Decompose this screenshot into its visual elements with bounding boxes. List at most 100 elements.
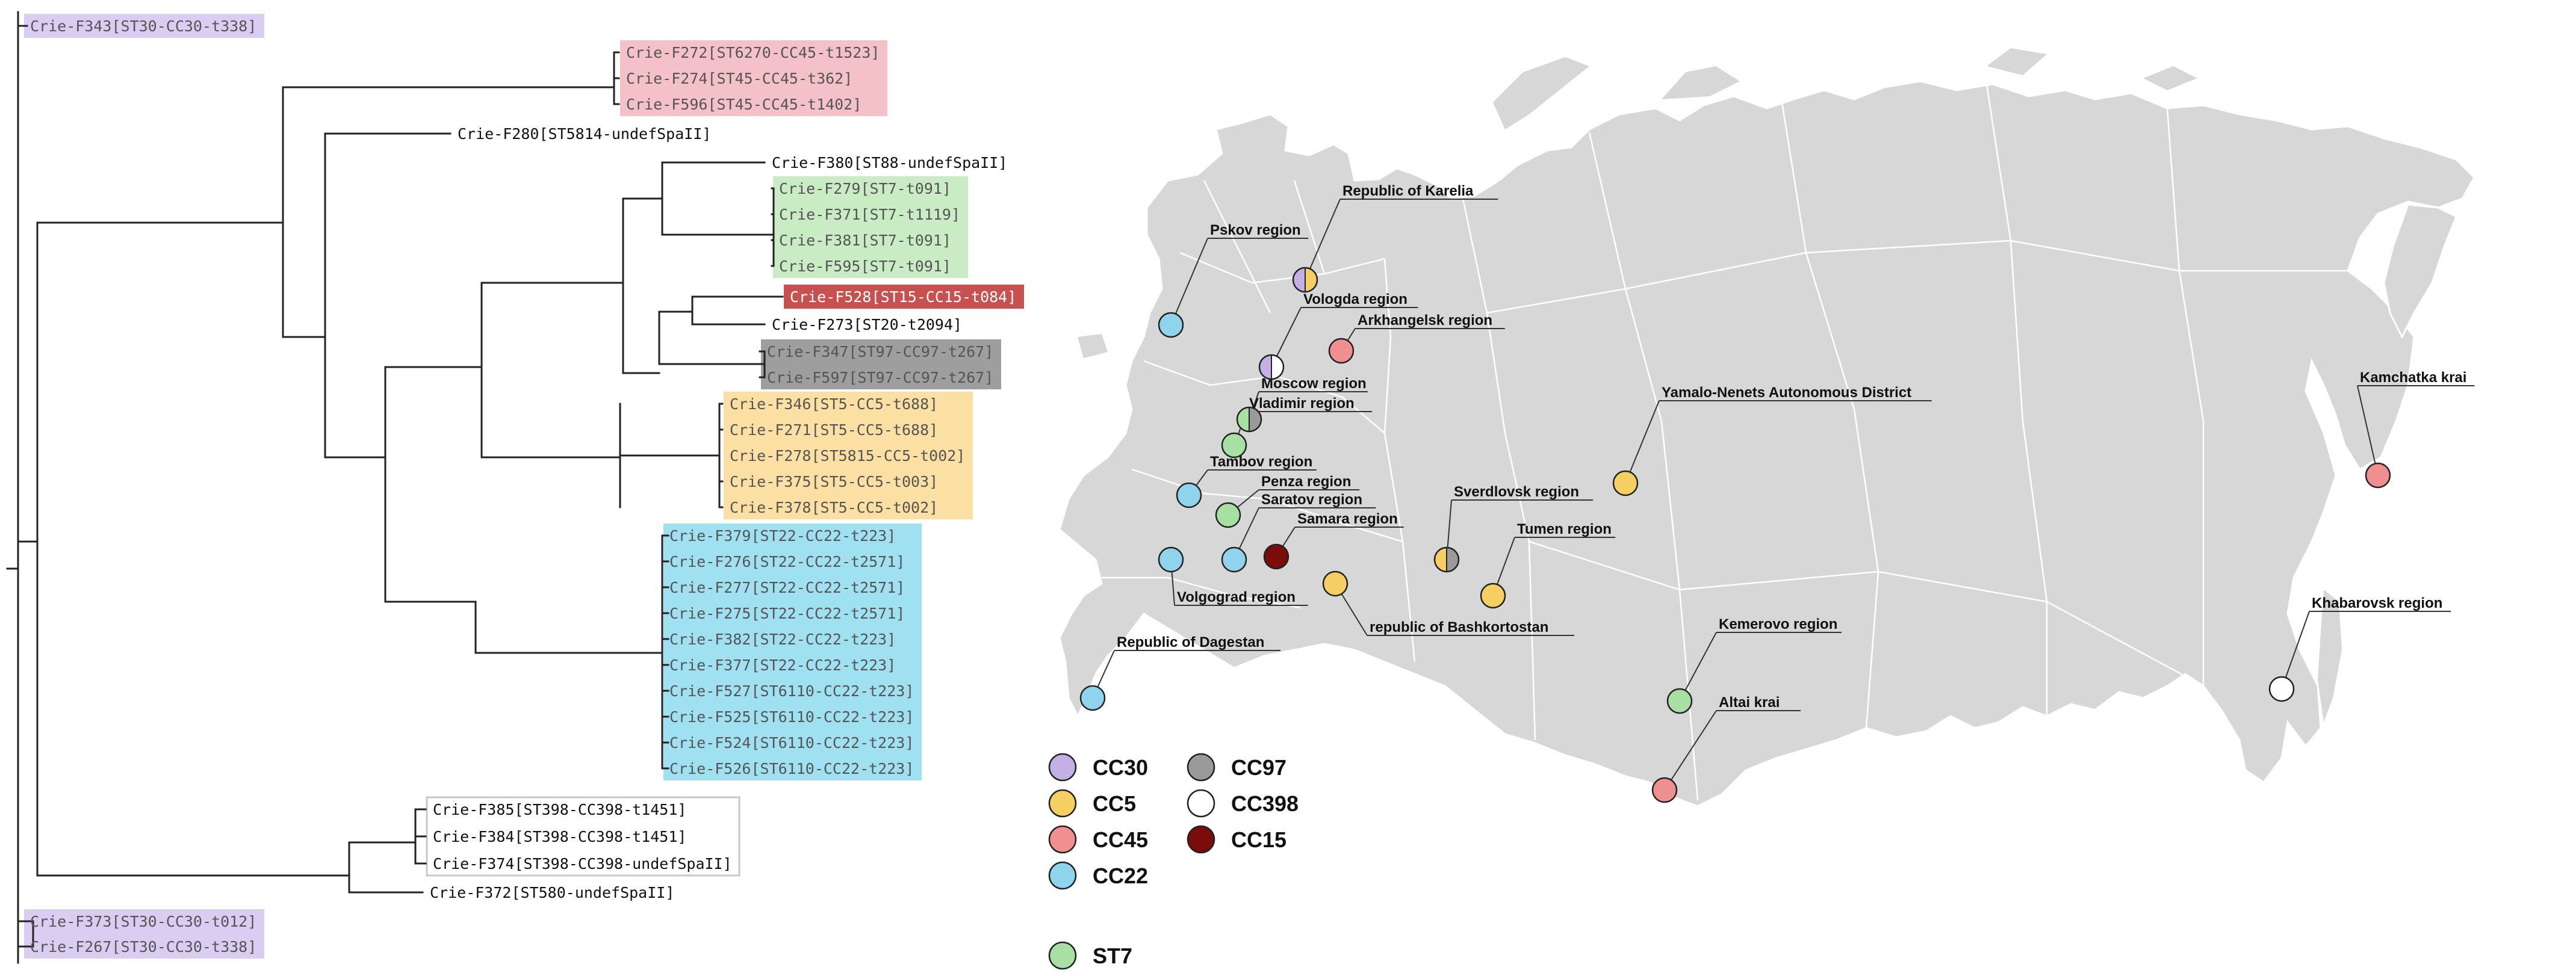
region-label-altai: Altai krai (1719, 694, 1780, 711)
region-marker-vladimir (1221, 432, 1247, 459)
tree-tip-label: Crie-F385[ST398-CC398-t1451] (433, 801, 686, 818)
tree-tip-label: Crie-F272[ST6270-CC45-t1523] (626, 44, 880, 61)
region-marker-vologda (1258, 354, 1285, 380)
kamchatka-landmass (2383, 203, 2457, 339)
region-borders (1102, 84, 2348, 801)
tree-tip-label: Crie-F596[ST45-CC45-t1402] (626, 96, 861, 113)
map-region-labels: Pskov region Republic of Karelia Vologda r… (1117, 183, 2466, 711)
tree-tip-label: Crie-F597[ST97-CC97-t267] (767, 369, 993, 386)
region-label-vologda: Vologda region (1303, 291, 1407, 307)
region-marker-penza (1215, 502, 1241, 528)
region-marker-altai (1651, 777, 1678, 803)
legend: CC30 CC5 CC45 CC22 CC97 CC398 CC15 ST7 (1048, 753, 1299, 970)
region-label-tambov: Tambov region (1210, 454, 1312, 470)
tree-tip-label: Crie-F378[ST5-CC5-t002] (730, 499, 938, 516)
region-label-kemerovo: Kemerovo region (1719, 616, 1837, 632)
region-label-kamchatka: Kamchatka krai (2360, 369, 2466, 386)
tree-tip-label: Crie-F372[ST580-undefSpaII] (430, 884, 674, 901)
tree-tip-label: Crie-F375[ST5-CC5-t003] (730, 473, 938, 490)
region-marker-karelia (1292, 267, 1318, 293)
tree-tip-label: Crie-F526[ST6110-CC22-t223] (669, 760, 914, 777)
tree-tip-label: Crie-F524[ST6110-CC22-t223] (669, 734, 914, 752)
tree-tip-label: Crie-F373[ST30-CC30-t012] (30, 913, 256, 930)
legend-swatch-cc45 (1048, 825, 1077, 854)
legend-swatch-cc22 (1048, 861, 1077, 890)
region-marker-yamalo (1612, 470, 1639, 496)
legend-label-cc5: CC5 (1093, 791, 1136, 816)
clade-highlight-boxes (24, 14, 1024, 959)
clade-box (773, 176, 968, 278)
region-marker-bashkortostan (1322, 570, 1349, 597)
region-marker-kemerovo (1666, 688, 1693, 714)
tree-tip-label: Crie-F528[ST15-CC15-t084] (790, 288, 1016, 306)
legend-swatch-cc398 (1187, 789, 1215, 818)
kaliningrad-landmass (1078, 334, 1108, 358)
russia-map: Pskov region Republic of Karelia Vologda r… (1058, 48, 2475, 808)
tree-tip-label: Crie-F274[ST45-CC45-t362] (626, 70, 852, 87)
clade-box (620, 40, 887, 116)
legend-swatch-cc97 (1187, 753, 1215, 782)
region-label-sverdlovsk: Sverdlovsk region (1454, 484, 1579, 500)
tree-tip-label: Crie-F346[ST5-CC5-t688] (730, 395, 938, 413)
tree-tip-label: Crie-F278[ST5815-CC5-t002] (730, 447, 965, 465)
region-label-bashkortostan: republic of Bashkortostan (1370, 619, 1548, 635)
tree-tip-label: Crie-F382[ST22-CC22-t223] (669, 631, 896, 648)
legend-label-cc398: CC398 (1231, 791, 1299, 816)
legend-label-cc30: CC30 (1093, 755, 1148, 780)
legend-swatch-st7 (1048, 941, 1077, 970)
region-label-arkhangelsk: Arkhangelsk region (1358, 312, 1492, 329)
region-marker-saratov (1221, 546, 1247, 573)
region-label-yamalo: Yamalo-Nenets Autonomous District (1662, 385, 1911, 401)
legend-label-cc22: CC22 (1093, 863, 1148, 888)
region-label-saratov: Saratov region (1261, 492, 1362, 508)
map-region-markers (1079, 267, 2391, 803)
tree-tip-label: Crie-F380[ST88-undefSpaII] (772, 154, 1007, 171)
tree-tip-label: Crie-F384[ST398-CC398-t1451] (433, 828, 686, 845)
region-marker-tambov (1176, 482, 1202, 508)
region-marker-arkhangelsk (1328, 338, 1355, 364)
legend-label-st7: ST7 (1093, 944, 1132, 968)
tree-tip-label: Crie-F374[ST398-CC398-undefSpaII] (433, 855, 732, 873)
region-marker-kamchatka (2365, 462, 2391, 489)
region-label-volgograd: Volgograd region (1177, 589, 1296, 605)
clade-box (724, 392, 973, 519)
region-marker-sverdlovsk (1433, 546, 1460, 573)
region-label-karelia: Republic of Karelia (1342, 183, 1474, 199)
legend-swatch-cc15 (1187, 825, 1215, 854)
sakhalin-landmass (2318, 590, 2342, 722)
region-marker-khabarovsk (2268, 676, 2295, 702)
region-label-tumen: Tumen region (1517, 521, 1612, 537)
tree-tip-label: Crie-F277[ST22-CC22-t2571] (669, 579, 905, 596)
tree-tip-label: Crie-F371[ST7-t1119] (779, 206, 960, 223)
legend-label-cc97: CC97 (1231, 755, 1286, 780)
clade-box (24, 909, 264, 959)
region-label-dagestan: Republic of Dagestan (1117, 634, 1264, 650)
tree-tip-label: Crie-F267[ST30-CC30-t338] (30, 938, 256, 956)
region-label-vladimir: Vladimir region (1249, 395, 1355, 412)
region-marker-dagestan (1079, 685, 1106, 711)
clade-box (784, 285, 1024, 309)
region-label-samara: Samara region (1297, 511, 1398, 527)
tree-tip-label: Crie-F273[ST20-t2094] (772, 316, 962, 333)
tree-tip-label: Crie-F275[ST22-CC22-t2571] (669, 605, 905, 622)
novaya-zemlya-landmass (1493, 57, 1589, 129)
tree-tip-label: Crie-F347[ST97-CC97-t267] (767, 343, 993, 360)
tree-tip-label: Crie-F525[ST6110-CC22-t223] (669, 708, 914, 726)
region-label-moscow: Moscow region (1261, 375, 1367, 392)
region-marker-volgograd (1158, 546, 1184, 573)
tree-tip-label: Crie-F276[ST22-CC22-t2571] (669, 553, 905, 570)
tree-tip-label: Crie-F377[ST22-CC22-t223] (669, 656, 896, 674)
legend-label-cc45: CC45 (1093, 827, 1148, 852)
tree-tip-label: Crie-F343[ST30-CC30-t338] (30, 17, 256, 35)
tree-tip-label: Crie-F381[ST7-t091] (779, 232, 951, 249)
region-marker-pskov (1158, 312, 1184, 338)
region-marker-tumen (1480, 582, 1506, 609)
clade-box (426, 796, 740, 877)
clade-box (663, 524, 922, 780)
tree-branches (6, 11, 784, 964)
legend-label-cc15: CC15 (1231, 827, 1286, 852)
tree-tip-label: Crie-F379[ST22-CC22-t223] (669, 527, 896, 545)
russia-landmass (1058, 80, 2475, 808)
tree-tip-label: Crie-F271[ST5-CC5-t688] (730, 421, 938, 439)
